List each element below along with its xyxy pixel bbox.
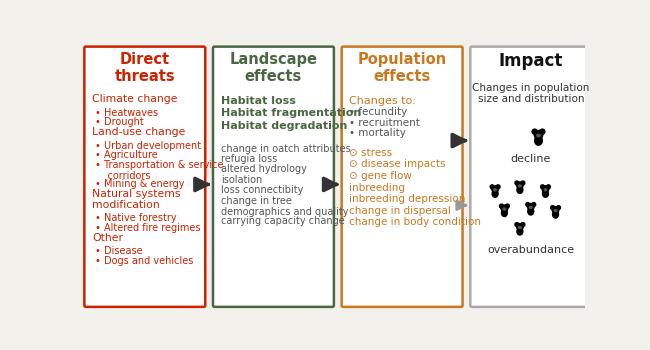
Circle shape — [532, 129, 537, 134]
FancyBboxPatch shape — [342, 47, 463, 307]
Circle shape — [534, 131, 543, 139]
Circle shape — [506, 204, 510, 208]
Text: • Native forestry: • Native forestry — [95, 214, 177, 223]
Circle shape — [532, 203, 536, 206]
Text: • mortality: • mortality — [350, 128, 406, 138]
Ellipse shape — [554, 210, 557, 211]
Text: • fecundity: • fecundity — [350, 107, 408, 118]
Text: isolation: isolation — [221, 175, 262, 185]
Circle shape — [547, 185, 551, 189]
Circle shape — [517, 224, 523, 230]
Text: • Altered fire regimes: • Altered fire regimes — [95, 223, 201, 233]
Text: loss connectibity: loss connectibity — [221, 185, 303, 195]
Circle shape — [551, 206, 554, 210]
Ellipse shape — [544, 189, 547, 191]
Circle shape — [542, 186, 549, 193]
Text: carrying capacity change: carrying capacity change — [221, 216, 344, 226]
Circle shape — [490, 185, 494, 189]
FancyBboxPatch shape — [84, 47, 205, 307]
Text: overabundance: overabundance — [488, 245, 575, 255]
Text: inbreeding: inbreeding — [350, 183, 406, 193]
Text: Habitat fragmentation: Habitat fragmentation — [221, 108, 361, 118]
Text: inbreeding depression: inbreeding depression — [350, 194, 466, 204]
Circle shape — [527, 204, 534, 210]
Circle shape — [499, 204, 503, 208]
Text: • Dogs and vehicles: • Dogs and vehicles — [95, 256, 194, 266]
Circle shape — [521, 223, 525, 226]
Ellipse shape — [501, 209, 508, 217]
Circle shape — [521, 181, 525, 185]
Text: Population
effects: Population effects — [358, 52, 447, 84]
Text: • Agriculture: • Agriculture — [95, 150, 158, 160]
Ellipse shape — [503, 208, 506, 210]
Circle shape — [526, 203, 530, 206]
Text: • Heatwaves: • Heatwaves — [95, 108, 159, 118]
Ellipse shape — [528, 208, 534, 215]
Text: decline: decline — [510, 154, 551, 164]
Circle shape — [556, 206, 560, 210]
Circle shape — [492, 186, 499, 193]
Text: Direct
threats: Direct threats — [114, 52, 175, 84]
Circle shape — [541, 185, 545, 189]
Circle shape — [501, 205, 508, 212]
Ellipse shape — [552, 211, 558, 218]
Text: Natural systems
modification: Natural systems modification — [92, 189, 181, 210]
Text: altered hydrology: altered hydrology — [221, 164, 307, 174]
FancyBboxPatch shape — [213, 47, 334, 307]
Text: change in oatch attributes: change in oatch attributes — [221, 144, 350, 154]
Circle shape — [552, 206, 559, 213]
Circle shape — [517, 182, 523, 189]
Circle shape — [515, 181, 519, 185]
Text: refugia loss: refugia loss — [221, 154, 277, 164]
Text: • Disease: • Disease — [95, 246, 143, 256]
Ellipse shape — [519, 226, 521, 229]
Ellipse shape — [494, 189, 497, 191]
Text: change in tree
demographics and quality: change in tree demographics and quality — [221, 196, 348, 217]
Text: ⊙ gene flow: ⊙ gene flow — [350, 171, 412, 181]
Text: ⊙ stress: ⊙ stress — [350, 148, 393, 158]
Text: change in body condition: change in body condition — [350, 217, 482, 227]
Text: Climate change: Climate change — [92, 94, 177, 104]
Ellipse shape — [517, 186, 523, 194]
Text: • Urban development: • Urban development — [95, 141, 202, 150]
Text: Impact: Impact — [499, 52, 563, 70]
Text: Other: Other — [92, 233, 123, 243]
Text: Habitat loss: Habitat loss — [221, 96, 296, 106]
Ellipse shape — [492, 190, 498, 197]
FancyBboxPatch shape — [471, 47, 592, 307]
Ellipse shape — [537, 134, 540, 137]
Text: ⊙ disease impacts: ⊙ disease impacts — [350, 159, 446, 169]
Text: • Drought: • Drought — [95, 118, 144, 127]
Ellipse shape — [543, 190, 549, 197]
Text: Habitat degradation: Habitat degradation — [221, 120, 347, 131]
Text: • Mining & energy: • Mining & energy — [95, 179, 185, 189]
Circle shape — [515, 223, 519, 226]
Text: Changes to:: Changes to: — [350, 96, 416, 106]
Text: • Transportation & service
    corridors: • Transportation & service corridors — [95, 160, 224, 181]
Text: • recruitment: • recruitment — [350, 118, 421, 128]
Ellipse shape — [530, 206, 532, 209]
Circle shape — [540, 129, 545, 134]
Text: Changes in population
size and distribution: Changes in population size and distribut… — [472, 83, 590, 104]
Ellipse shape — [519, 185, 521, 187]
Circle shape — [496, 185, 500, 189]
Text: Landscape
effects: Landscape effects — [229, 52, 317, 84]
Ellipse shape — [535, 136, 542, 145]
Text: Land-use change: Land-use change — [92, 127, 185, 137]
Text: change in dispersal: change in dispersal — [350, 206, 451, 216]
Ellipse shape — [517, 228, 523, 235]
